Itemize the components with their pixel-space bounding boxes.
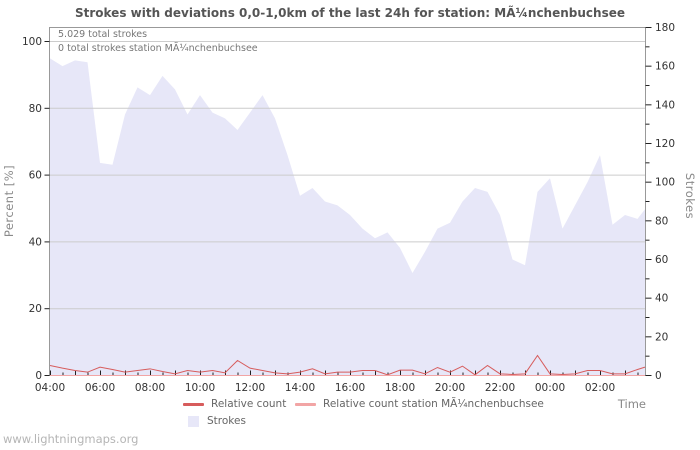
svg-text:80: 80: [29, 103, 42, 115]
svg-text:120: 120: [655, 138, 675, 150]
strokes-area-swatch: [188, 415, 199, 427]
svg-text:16:00: 16:00: [335, 382, 365, 394]
svg-text:100: 100: [22, 36, 42, 48]
svg-text:10:00: 10:00: [185, 382, 215, 394]
svg-text:18:00: 18:00: [385, 382, 415, 394]
legend-item-relative-count-station: Relative count station MÃ¼nchenbuchsee: [295, 398, 544, 410]
svg-text:20: 20: [655, 331, 668, 343]
relative-count-station-line-swatch: [295, 402, 316, 406]
svg-text:140: 140: [655, 99, 675, 111]
svg-text:20: 20: [29, 303, 42, 315]
watermark-text: www.lightningmaps.org: [3, 432, 139, 446]
svg-text:160: 160: [655, 61, 675, 73]
svg-text:100: 100: [655, 177, 675, 189]
svg-text:02:00: 02:00: [585, 382, 615, 394]
svg-text:60: 60: [29, 170, 42, 182]
legend-label-relative-count: Relative count: [211, 398, 287, 410]
svg-text:14:00: 14:00: [285, 382, 315, 394]
svg-text:0: 0: [655, 370, 662, 382]
relative-count-line-swatch: [183, 402, 204, 406]
svg-text:40: 40: [29, 236, 42, 248]
svg-text:180: 180: [655, 22, 675, 34]
annotation-station-total-strokes: 0 total strokes station MÃ¼nchenbuchsee: [58, 43, 258, 54]
svg-text:20:00: 20:00: [435, 382, 465, 394]
svg-text:12:00: 12:00: [235, 382, 265, 394]
svg-text:60: 60: [655, 254, 668, 266]
legend-label-strokes: Strokes: [207, 415, 246, 427]
svg-text:0: 0: [35, 370, 42, 382]
left-axis-title: Percent [%]: [2, 164, 16, 238]
svg-text:40: 40: [655, 293, 668, 305]
legend-label-relative-count-station: Relative count station MÃ¼nchenbuchsee: [323, 398, 544, 410]
right-axis-title: Strokes: [683, 172, 697, 220]
svg-text:80: 80: [655, 215, 668, 227]
svg-text:08:00: 08:00: [135, 382, 165, 394]
svg-text:00:00: 00:00: [535, 382, 565, 394]
legend-item-strokes: Strokes: [188, 415, 246, 427]
svg-text:04:00: 04:00: [35, 382, 65, 394]
page-title: Strokes with deviations 0,0-1,0km of the…: [74, 6, 625, 20]
annotation-total-strokes: 5.029 total strokes: [58, 29, 148, 40]
x-axis-title: Time: [617, 397, 646, 411]
svg-text:06:00: 06:00: [85, 382, 115, 394]
svg-text:22:00: 22:00: [485, 382, 515, 394]
legend-item-relative-count: Relative count: [183, 398, 286, 410]
